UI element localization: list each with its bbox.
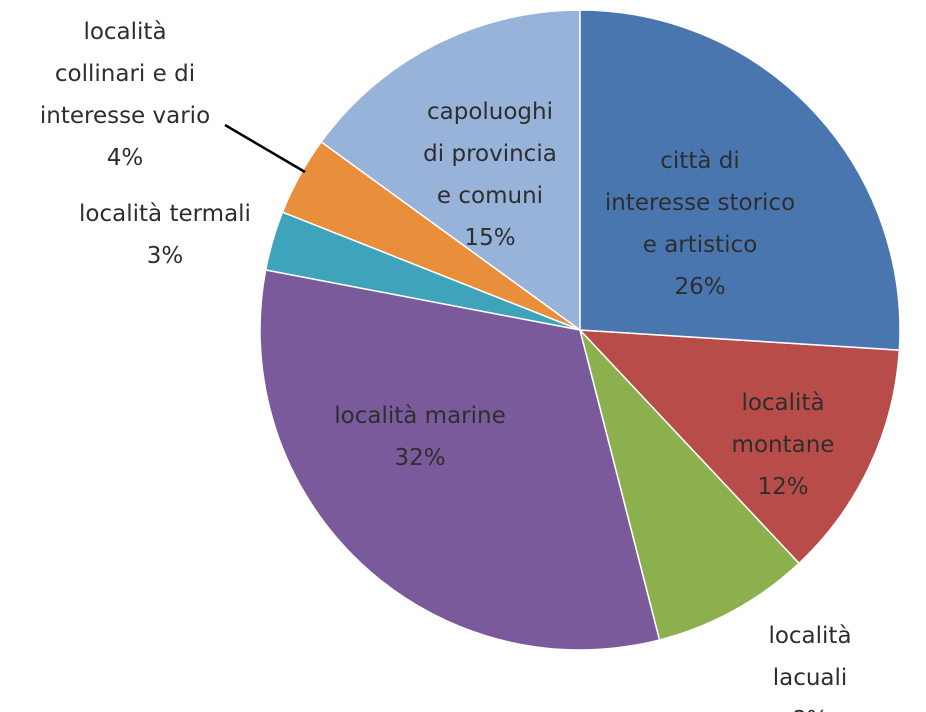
slice-label: località montane 12% xyxy=(732,382,835,508)
slice-label: località termali 3% xyxy=(79,193,251,277)
slice-label: località collinari e di interesse vario 4… xyxy=(40,11,210,179)
category-label: capoluoghi di provincia e comuni xyxy=(423,99,557,209)
pie-slice xyxy=(579,9,901,351)
slice-label: città di interesse storico e artistico 26… xyxy=(605,140,795,308)
value-label: 3% xyxy=(146,243,184,269)
category-label: città di interesse storico e artistico xyxy=(604,148,796,258)
pie-slice xyxy=(259,269,661,651)
slice-label: località lacuali 8% xyxy=(752,615,868,712)
pie-slice xyxy=(578,329,901,565)
category-label: località collinari e di interesse vario xyxy=(39,19,211,129)
category-label: località marine xyxy=(334,403,506,429)
value-label: 4% xyxy=(106,145,144,171)
category-label: località montane xyxy=(731,390,835,458)
pie-slice xyxy=(320,9,581,332)
value-label: 26% xyxy=(674,274,726,300)
value-label: 15% xyxy=(464,225,516,251)
slice-label: capoluoghi di provincia e comuni 15% xyxy=(423,91,557,259)
value-label: 12% xyxy=(757,474,809,500)
category-label: località termali xyxy=(79,201,251,227)
leader-line xyxy=(224,123,306,174)
category-label: località lacuali xyxy=(768,623,852,691)
pie-slice xyxy=(579,329,801,641)
value-label: 8% xyxy=(752,699,868,712)
slice-label: località marine 32% xyxy=(334,395,505,479)
value-label: 32% xyxy=(394,445,446,471)
